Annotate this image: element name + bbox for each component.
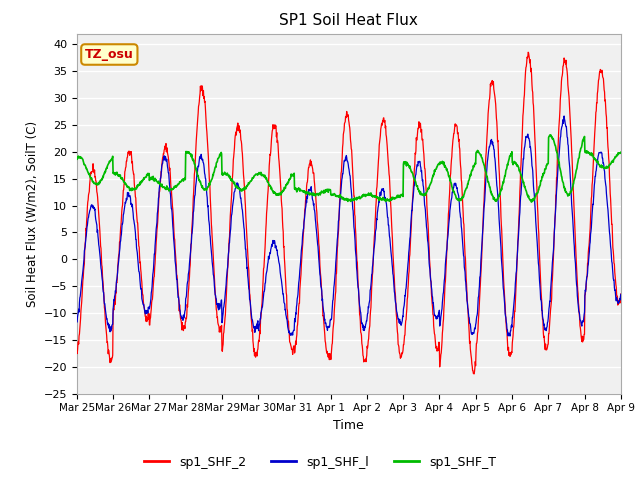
Y-axis label: Soil Heat Flux (W/m2), SoilT (C): Soil Heat Flux (W/m2), SoilT (C) [25, 120, 38, 307]
X-axis label: Time: Time [333, 419, 364, 432]
Legend: sp1_SHF_2, sp1_SHF_l, sp1_SHF_T: sp1_SHF_2, sp1_SHF_l, sp1_SHF_T [139, 451, 501, 474]
Title: SP1 Soil Heat Flux: SP1 Soil Heat Flux [280, 13, 418, 28]
Text: TZ_osu: TZ_osu [85, 48, 134, 61]
